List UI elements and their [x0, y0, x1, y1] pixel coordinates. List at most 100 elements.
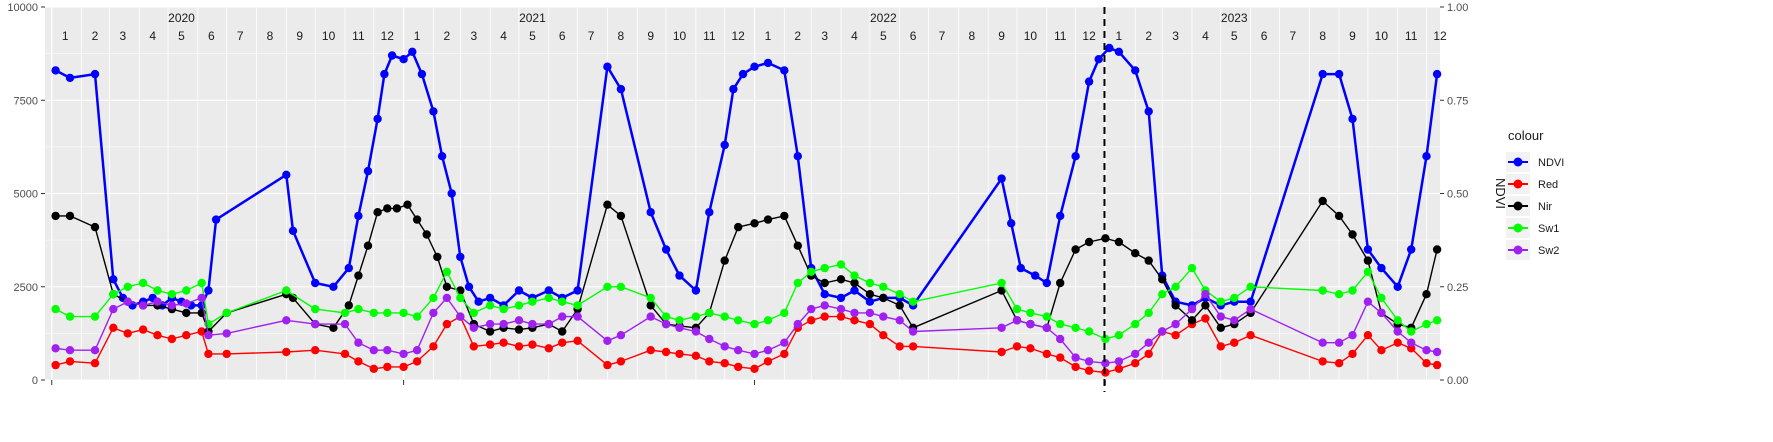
series-sw2	[51, 290, 1442, 368]
data-point-red	[997, 347, 1006, 357]
data-point-ndvi	[429, 107, 438, 116]
data-point-ndvi	[1377, 263, 1386, 273]
data-point-sw2	[138, 301, 148, 310]
data-point-ndvi	[675, 271, 684, 280]
data-point-sw1	[1158, 290, 1167, 299]
data-point-nir	[392, 204, 402, 213]
data-point-nir	[720, 256, 729, 265]
data-point-sw1	[705, 308, 714, 318]
data-point-ndvi	[603, 62, 612, 71]
data-point-sw1	[1131, 319, 1140, 329]
data-point-ndvi	[90, 69, 100, 79]
data-point-nir	[514, 325, 524, 334]
data-point-nir	[363, 241, 373, 250]
data-point-sw1	[793, 278, 802, 288]
data-point-sw2	[780, 338, 789, 347]
data-point-sw2	[1246, 304, 1255, 314]
data-point-red	[1422, 359, 1431, 368]
month-tick-label: 3	[120, 29, 127, 43]
data-point-sw1	[1171, 282, 1180, 291]
data-point-sw2	[429, 308, 438, 318]
data-point-sw1	[499, 304, 508, 314]
axes: 0 2500 5000 7500 10000 0.00 0.25 0.50 0.75 1.00 ND…	[7, 2, 1508, 387]
data-point-sw1	[1056, 319, 1065, 329]
legend-key-point	[1513, 179, 1523, 189]
data-point-sw2	[1334, 338, 1344, 347]
month-tick-label: 2	[92, 29, 99, 43]
data-point-red	[1012, 342, 1022, 351]
data-point-red	[1377, 346, 1386, 355]
month-tick-label: 4	[149, 29, 156, 43]
data-point-sw1	[383, 308, 392, 318]
data-point-sw1	[1144, 308, 1153, 318]
data-point-ndvi	[1432, 69, 1442, 79]
data-point-nir	[433, 252, 442, 262]
data-point-ndvi	[544, 286, 553, 295]
data-point-sw2	[850, 308, 859, 318]
data-point-red	[908, 342, 918, 351]
data-point-ndvi	[1334, 69, 1344, 79]
data-point-nir	[1144, 256, 1153, 265]
data-point-ndvi	[1016, 263, 1025, 273]
data-point-sw1	[90, 312, 100, 321]
month-tick-label: 7	[237, 29, 244, 43]
data-point-red	[820, 312, 829, 321]
data-point-red	[383, 362, 392, 372]
data-point-ndvi	[1393, 282, 1402, 291]
month-tick-label: 4	[1202, 29, 1209, 43]
data-point-sw1	[1101, 334, 1110, 344]
data-point-sw1	[908, 297, 918, 306]
data-point-ndvi	[729, 84, 738, 94]
data-point-sw2	[153, 297, 162, 306]
data-point-sw1	[167, 290, 177, 299]
data-point-sw2	[1393, 327, 1402, 336]
data-point-sw2	[182, 299, 191, 308]
data-point-sw1	[369, 308, 378, 318]
data-point-nir	[734, 222, 743, 232]
data-point-ndvi	[616, 84, 626, 94]
data-point-sw1	[65, 312, 75, 321]
month-tick-label: 6	[559, 29, 566, 43]
data-point-nir	[820, 278, 829, 288]
data-point-red	[514, 342, 524, 351]
data-point-red	[1432, 360, 1442, 370]
year-label: 2020	[168, 11, 195, 25]
data-point-nir	[90, 222, 100, 232]
data-point-ndvi	[1131, 66, 1140, 75]
data-point-ndvi	[211, 215, 221, 224]
data-point-red	[65, 357, 75, 366]
data-point-ndvi	[1042, 278, 1052, 288]
series-group	[51, 7, 1442, 392]
legend-label: Sw1	[1538, 223, 1559, 235]
data-point-sw2	[109, 304, 118, 314]
data-point-red	[311, 346, 320, 355]
data-point-sw1	[1071, 323, 1080, 332]
data-point-red	[1216, 342, 1226, 351]
data-point-red	[197, 327, 206, 336]
data-point-sw2	[1131, 349, 1140, 359]
data-point-sw2	[204, 331, 213, 340]
data-point-sw1	[51, 304, 60, 314]
data-point-nir	[383, 204, 392, 213]
month-tick-label: 12	[1433, 29, 1447, 43]
month-tick-label: 9	[647, 29, 654, 43]
data-point-sw2	[1114, 357, 1124, 366]
data-point-sw1	[720, 312, 729, 321]
data-point-ndvi	[1422, 152, 1431, 161]
month-tick-label: 6	[208, 29, 215, 43]
data-point-ndvi	[1144, 107, 1153, 116]
data-point-sw2	[514, 316, 524, 325]
data-point-ndvi	[720, 140, 729, 150]
series-ndvi	[51, 43, 1442, 310]
data-point-sw1	[820, 263, 829, 273]
data-point-ndvi	[329, 282, 338, 291]
y-right-tick-label: 0.00	[1447, 375, 1468, 387]
data-point-sw2	[1407, 338, 1416, 347]
data-point-sw1	[997, 278, 1006, 288]
data-point-ndvi	[109, 275, 118, 284]
data-point-sw2	[354, 338, 363, 347]
data-point-nir	[442, 282, 452, 291]
data-point-nir	[1056, 278, 1065, 288]
data-point-red	[780, 349, 789, 359]
data-point-sw1	[1422, 319, 1431, 329]
